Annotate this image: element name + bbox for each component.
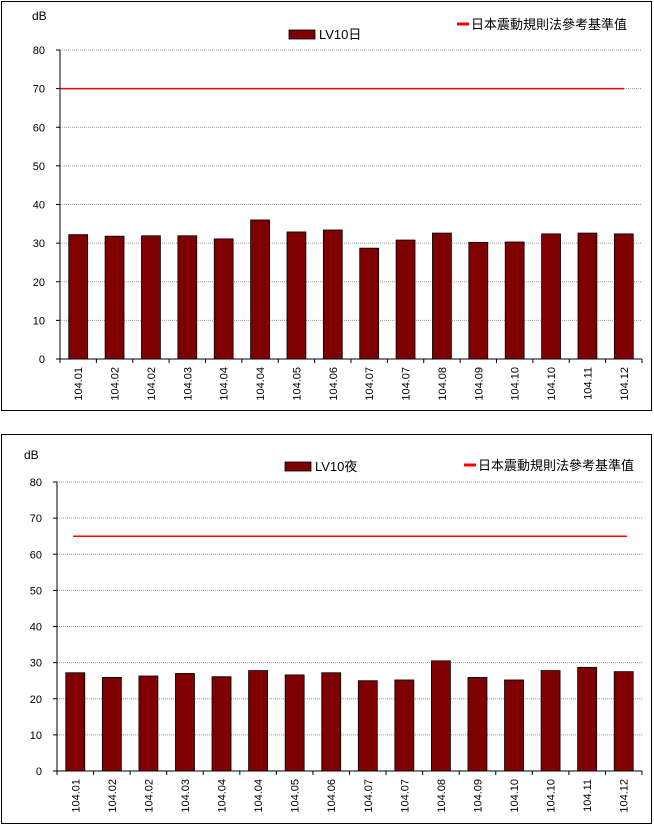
bar	[211, 676, 232, 772]
bar	[432, 232, 452, 360]
x-tick-label: 104.10	[546, 779, 558, 813]
bar	[286, 231, 307, 360]
y-tick-label: 40	[33, 200, 45, 212]
legend-label-series: LV10夜	[315, 459, 357, 474]
y-tick-label: 20	[33, 277, 45, 289]
x-tick-label: 104.02	[107, 779, 119, 813]
y-tick-label: 30	[33, 238, 45, 250]
bar	[395, 239, 416, 360]
bar	[322, 229, 343, 360]
chart-panel-night: 0 10 20 30 40 50 60 70 80 dB 104.01 104.02 104.02 104…	[1, 434, 652, 824]
chart-day: 0 10 20 30 40 50 60 70 80 dB 104.01 104.02 104.02 104…	[32, 9, 643, 401]
bar	[321, 672, 342, 772]
x-tick-label: 104.02	[146, 367, 158, 401]
x-tick-label: 104.04	[217, 779, 229, 813]
x-tick-label: 104.08	[436, 779, 448, 813]
bar	[613, 671, 634, 772]
y-tick-label: 10	[30, 730, 42, 742]
x-tick-label: 104.04	[255, 367, 267, 401]
x-tick-label: 104.07	[401, 367, 413, 401]
y-tick-label: 70	[33, 84, 45, 96]
x-tick-label: 104.03	[182, 367, 194, 401]
x-tick-label: 104.12	[619, 779, 631, 813]
bar	[65, 672, 86, 772]
bar	[213, 238, 234, 360]
bar	[104, 235, 125, 360]
x-tick-label: 104.07	[399, 779, 411, 813]
x-tick-label: 104.10	[546, 367, 558, 401]
bar	[468, 241, 489, 360]
bar	[248, 670, 268, 772]
bar	[504, 241, 525, 360]
x-tick-label: 104.11	[582, 367, 594, 400]
y-tick-label: 50	[30, 585, 42, 597]
x-tick-label: 104.05	[291, 367, 303, 401]
x-tick-label: 104.02	[110, 367, 122, 401]
bar	[540, 670, 561, 772]
y-axis-label: dB	[32, 9, 47, 23]
y-tick-label: 70	[30, 513, 42, 525]
x-tick-label: 104.06	[326, 779, 338, 813]
x-tick-label: 104.03	[180, 779, 192, 813]
bar	[138, 675, 159, 772]
y-tick-label: 30	[30, 658, 42, 670]
y-tick-label: 60	[30, 549, 42, 561]
bar	[541, 233, 561, 360]
y-tick-label: 50	[33, 161, 45, 173]
legend-swatch-series	[288, 29, 316, 40]
bar	[141, 235, 161, 360]
y-tick-label: 40	[30, 622, 42, 634]
x-tick-label: 104.01	[70, 779, 82, 813]
chart-panel-day: 0 10 20 30 40 50 60 70 80 dB 104.01 104.02 104.02 104…	[1, 1, 652, 411]
y-tick-label: 80	[30, 477, 42, 489]
x-tick-label: 104.07	[364, 367, 376, 401]
bar	[467, 677, 488, 772]
y-axis-label: dB	[24, 448, 39, 462]
legend-label-reference: 日本震動規則法參考基準值	[478, 458, 634, 473]
x-tick-label: 104.10	[509, 779, 521, 813]
x-tick-label: 104.06	[328, 367, 340, 401]
chart-night: 0 10 20 30 40 50 60 70 80 dB 104.01 104.02 104.02 104…	[24, 448, 643, 813]
x-tick-label: 104.09	[473, 367, 485, 401]
x-tick-label: 104.04	[253, 779, 265, 813]
x-tick-label: 104.04	[219, 367, 231, 401]
x-tick-label: 104.12	[619, 367, 631, 401]
y-tick-label: 0	[39, 354, 45, 366]
x-tick-label: 104.01	[73, 367, 85, 401]
bar	[613, 233, 634, 360]
y-tick-label: 20	[30, 694, 42, 706]
bar	[357, 680, 378, 772]
x-tick-label: 104.09	[472, 779, 484, 813]
bar	[504, 679, 524, 772]
legend-label-reference: 日本震動規則法參考基準值	[471, 17, 627, 32]
y-tick-label: 10	[33, 315, 45, 327]
legend-label-series: LV10日	[319, 27, 361, 42]
x-tick-label: 104.05	[290, 779, 302, 813]
bar	[284, 674, 305, 772]
x-tick-label: 104.10	[510, 367, 522, 401]
y-tick-label: 60	[33, 122, 45, 134]
y-tick-label: 0	[36, 766, 42, 778]
legend-swatch-series	[284, 461, 312, 472]
bar	[359, 247, 380, 360]
bar	[394, 679, 415, 772]
bar	[430, 660, 451, 772]
x-tick-label: 104.02	[143, 779, 155, 813]
bar	[577, 666, 598, 772]
bar	[175, 673, 195, 772]
x-tick-label: 104.08	[437, 367, 449, 401]
bar	[577, 232, 598, 360]
bar	[68, 234, 89, 360]
y-tick-label: 80	[33, 45, 45, 57]
bar	[250, 219, 270, 360]
bar	[177, 235, 198, 360]
x-tick-label: 104.07	[363, 779, 375, 813]
bar	[101, 677, 122, 772]
x-tick-label: 104.11	[582, 779, 594, 812]
